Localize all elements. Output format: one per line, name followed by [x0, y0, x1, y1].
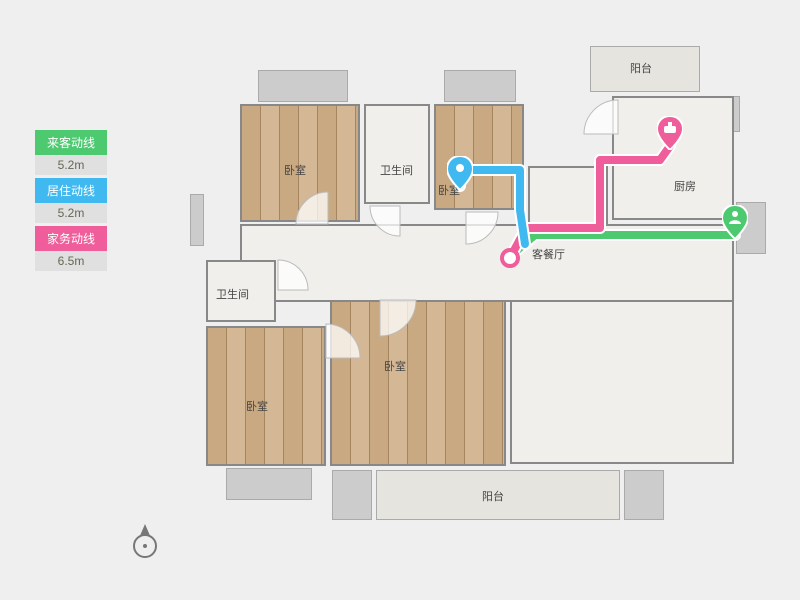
legend-item-1: 居住动线5.2m — [35, 178, 107, 223]
legend-label: 家务动线 — [35, 226, 107, 251]
compass-icon — [125, 520, 165, 560]
legend-value: 5.2m — [35, 203, 107, 223]
room-balcony-1 — [590, 46, 700, 92]
legend-label: 居住动线 — [35, 178, 107, 203]
endpoint-pot-icon — [657, 116, 683, 150]
legend-item-2: 家务动线6.5m — [35, 226, 107, 271]
legend-item-0: 来客动线5.2m — [35, 130, 107, 175]
room-bedroom-4 — [330, 300, 506, 466]
exterior-wall-3 — [226, 468, 312, 500]
exterior-wall-5 — [624, 470, 664, 520]
exterior-wall-0 — [258, 70, 348, 102]
room-living — [240, 224, 734, 302]
room-living-south — [510, 300, 734, 464]
endpoint-person-icon — [722, 205, 748, 239]
exterior-wall-2 — [190, 194, 204, 246]
exterior-wall-4 — [332, 470, 372, 520]
room-bedroom-3 — [206, 326, 326, 466]
legend-value: 5.2m — [35, 155, 107, 175]
room-bath-2 — [206, 260, 276, 322]
legend-label: 来客动线 — [35, 130, 107, 155]
legend-value: 6.5m — [35, 251, 107, 271]
exterior-wall-1 — [444, 70, 516, 102]
room-bath-1 — [364, 104, 430, 204]
room-kitchen — [612, 96, 734, 220]
room-living-ext — [528, 166, 608, 226]
room-bedroom-1 — [240, 104, 360, 222]
endpoint-dot-icon — [447, 156, 473, 190]
floorplan: 卧室卫生间卧室阳台厨房客餐厅卫生间卧室卧室阳台 — [170, 10, 770, 570]
room-balcony-2 — [376, 470, 620, 520]
